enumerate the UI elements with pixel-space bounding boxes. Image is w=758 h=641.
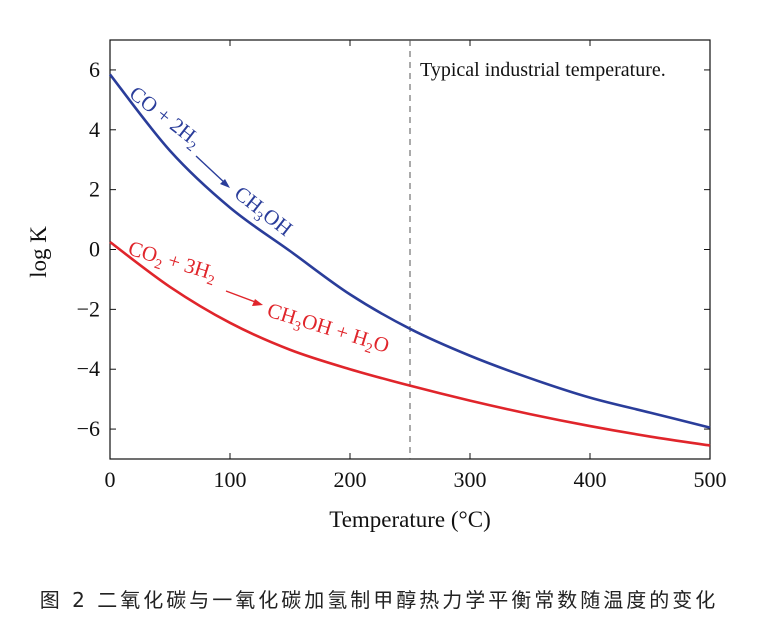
svg-text:CO2 + 3H2: CO2 + 3H2 — [124, 236, 219, 289]
reference-line-label: Typical industrial temperature. — [420, 59, 666, 81]
reaction-1-arrow — [195, 155, 227, 185]
y-tick-label-6: 6 — [89, 57, 100, 82]
x-tick-label-400: 400 — [574, 467, 607, 492]
x-tick-label-500: 500 — [694, 467, 727, 492]
x-tick-label-0: 0 — [105, 467, 116, 492]
reaction-2-o: O — [371, 330, 393, 357]
x-tick-label-300: 300 — [454, 467, 487, 492]
reaction-2-co2-subscript: 2 — [152, 257, 163, 273]
y-tick-label--6: −6 — [77, 416, 100, 441]
reaction-2-arrowhead — [252, 299, 263, 306]
line-chart: 0 100 200 300 400 500 −6 −4 −2 0 2 4 6 Typical indus… — [26, 39, 727, 532]
series-line-2 — [109, 240, 711, 447]
figure-panel: 0 100 200 300 400 500 −6 −4 −2 0 2 4 6 Typical indus… — [26, 39, 727, 532]
y-tick-label--4: −4 — [77, 356, 100, 381]
x-axis-label: Temperature (°C) — [329, 507, 490, 532]
reaction-1-arrowhead — [220, 179, 230, 188]
figure-caption: 图 2 二氧化碳与一氧化碳加氢制甲醇热力学平衡常数随温度的变化 — [39, 588, 719, 612]
reaction-1-label: CO + 2H2 CH3OH — [125, 81, 297, 241]
x-tick-label-100: 100 — [214, 467, 247, 492]
reaction-2-h2-subscript: 2 — [205, 273, 216, 289]
reaction-2-oh-h2: OH + H — [299, 308, 371, 351]
reaction-2-h2o-subscript: 2 — [363, 341, 374, 357]
reaction-2-arrow — [225, 290, 259, 304]
reaction-2-h2: + 3H — [160, 246, 213, 283]
y-tick-label--2: −2 — [77, 296, 100, 321]
y-tick-label-0: 0 — [89, 237, 100, 262]
y-axis-label: log K — [26, 226, 51, 278]
reaction-2-label: CO2 + 3H2 CH3OH + H2O — [124, 236, 393, 358]
reaction-1-reactants: CO + 2H — [125, 81, 201, 147]
y-tick-label-2: 2 — [89, 177, 100, 202]
reaction-2-ch3-subscript: 3 — [291, 319, 302, 335]
reaction-1-product-tail: OH — [258, 203, 297, 241]
x-tick-label-200: 200 — [334, 467, 367, 492]
series-line-1 — [108, 73, 711, 429]
y-tick-label-4: 4 — [89, 117, 100, 142]
